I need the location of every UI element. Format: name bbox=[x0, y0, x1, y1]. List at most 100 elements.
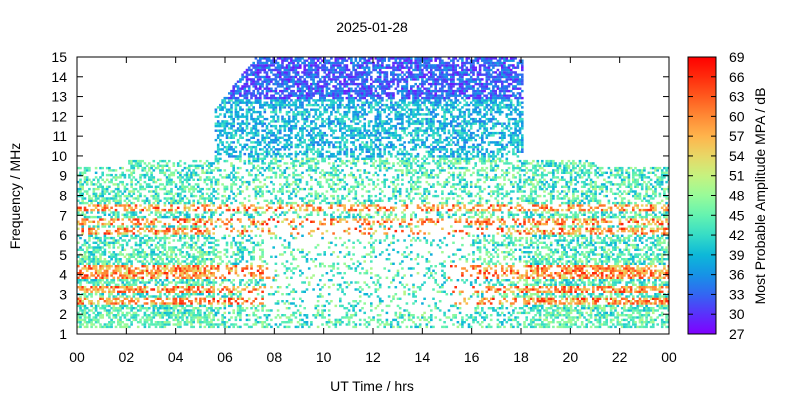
heatmap-cell bbox=[90, 300, 93, 303]
heatmap-cell bbox=[183, 241, 187, 244]
heatmap-cell bbox=[105, 304, 109, 308]
heatmap-cell bbox=[136, 222, 140, 226]
heatmap-cell bbox=[132, 232, 136, 235]
heatmap-cell bbox=[283, 321, 287, 324]
heatmap-cell bbox=[267, 78, 271, 81]
heatmap-cell bbox=[159, 159, 162, 163]
heatmap-cell bbox=[83, 309, 87, 312]
heatmap-cell bbox=[234, 85, 238, 88]
heatmap-cell bbox=[254, 192, 258, 195]
heatmap-cell bbox=[327, 321, 331, 324]
heatmap-cell bbox=[267, 218, 271, 221]
heatmap-cell bbox=[303, 120, 306, 123]
heatmap-cell bbox=[188, 166, 191, 170]
heatmap-cell bbox=[296, 113, 300, 116]
heatmap-cell bbox=[212, 169, 215, 172]
heatmap-cell bbox=[310, 134, 313, 137]
heatmap-cell bbox=[97, 248, 100, 251]
heatmap-cell bbox=[194, 213, 198, 216]
heatmap-cell bbox=[245, 120, 249, 123]
heatmap-cell bbox=[265, 190, 269, 193]
heatmap-cell bbox=[256, 115, 260, 118]
heatmap-cell bbox=[259, 75, 262, 79]
heatmap-cell bbox=[214, 155, 218, 158]
heatmap-cell bbox=[316, 75, 320, 79]
heatmap-cell bbox=[247, 283, 251, 286]
heatmap-cell bbox=[190, 325, 193, 329]
heatmap-cell bbox=[94, 321, 98, 324]
heatmap-cell bbox=[188, 206, 191, 209]
heatmap-cell bbox=[190, 293, 193, 296]
heatmap-cell bbox=[103, 232, 107, 235]
heatmap-cell bbox=[94, 316, 98, 319]
heatmap-cell bbox=[163, 215, 167, 219]
heatmap-cell bbox=[108, 281, 111, 284]
heatmap-cell bbox=[327, 75, 331, 79]
heatmap-cell bbox=[101, 251, 104, 254]
heatmap-cell bbox=[245, 187, 249, 191]
heatmap-cell bbox=[97, 185, 100, 188]
heatmap-cell bbox=[327, 171, 331, 174]
heatmap-cell bbox=[321, 295, 324, 298]
heatmap-cell bbox=[252, 215, 255, 219]
heatmap-cell bbox=[163, 272, 167, 275]
heatmap-cell bbox=[234, 183, 238, 186]
heatmap-cell bbox=[132, 290, 136, 293]
heatmap-cell bbox=[194, 262, 198, 265]
heatmap-cell bbox=[92, 187, 96, 191]
heatmap-cell bbox=[125, 243, 129, 247]
heatmap-cell bbox=[236, 122, 240, 125]
heatmap-cell bbox=[250, 78, 253, 81]
heatmap-cell bbox=[188, 253, 191, 256]
heatmap-cell bbox=[88, 187, 91, 191]
heatmap-cell bbox=[148, 166, 151, 170]
heatmap-cell bbox=[163, 234, 167, 237]
heatmap-cell bbox=[170, 248, 173, 251]
heatmap-cell bbox=[110, 279, 113, 282]
heatmap-cell bbox=[94, 206, 98, 209]
heatmap-cell bbox=[125, 194, 129, 198]
heatmap-cell bbox=[77, 272, 80, 275]
heatmap-cell bbox=[203, 314, 207, 317]
heatmap-cell bbox=[225, 227, 229, 230]
heatmap-cell bbox=[321, 96, 324, 100]
heatmap-cell bbox=[310, 129, 313, 132]
heatmap-cell bbox=[239, 127, 242, 130]
heatmap-cell bbox=[154, 321, 158, 324]
heatmap-cell bbox=[185, 201, 189, 205]
heatmap-cell bbox=[170, 255, 173, 258]
heatmap-cell bbox=[199, 297, 202, 300]
heatmap-cell bbox=[156, 309, 160, 312]
heatmap-cell bbox=[134, 243, 138, 247]
heatmap-cell bbox=[108, 290, 111, 293]
heatmap-cell bbox=[287, 190, 291, 193]
heatmap-cell bbox=[94, 241, 98, 244]
heatmap-cell bbox=[234, 316, 238, 319]
heatmap-cell bbox=[97, 314, 100, 317]
heatmap-cell bbox=[250, 152, 253, 156]
heatmap-cell bbox=[150, 316, 153, 319]
heatmap-cell bbox=[85, 215, 89, 219]
heatmap-cell bbox=[325, 117, 329, 121]
heatmap-cell bbox=[190, 323, 193, 326]
heatmap-cell bbox=[168, 197, 171, 200]
heatmap-cell bbox=[236, 101, 240, 104]
heatmap-cell bbox=[232, 279, 235, 282]
heatmap-cell bbox=[210, 197, 213, 200]
heatmap-cell bbox=[219, 122, 222, 125]
heatmap-cell bbox=[230, 127, 233, 130]
heatmap-cell bbox=[292, 211, 295, 214]
heatmap-cell bbox=[114, 241, 118, 244]
heatmap-cell bbox=[90, 325, 93, 329]
heatmap-cell bbox=[225, 187, 229, 191]
heatmap-cell bbox=[172, 262, 176, 265]
heatmap-cell bbox=[181, 300, 184, 303]
heatmap-cell bbox=[105, 204, 109, 207]
heatmap-cell bbox=[152, 316, 156, 319]
heatmap-cell bbox=[234, 194, 238, 198]
heatmap-cell bbox=[141, 262, 144, 265]
heatmap-cell bbox=[205, 283, 209, 286]
heatmap-cell bbox=[134, 241, 138, 244]
heatmap-cell bbox=[110, 274, 113, 277]
heatmap-cell bbox=[119, 321, 122, 324]
